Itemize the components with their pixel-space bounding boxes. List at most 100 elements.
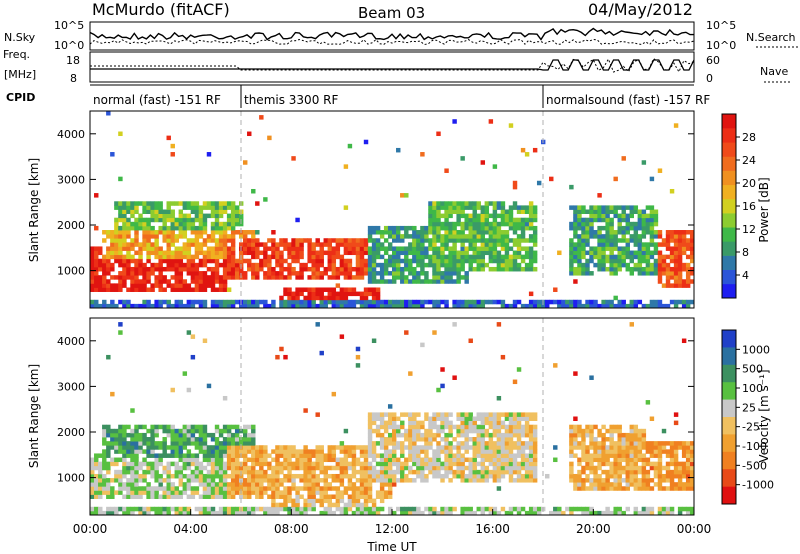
heatmap-cell bbox=[432, 506, 437, 512]
heatmap-cell bbox=[251, 482, 256, 487]
heatmap-cell bbox=[182, 201, 188, 206]
heatmap-cell bbox=[339, 238, 345, 243]
heatmap-cell bbox=[379, 432, 385, 438]
heatmap-cell bbox=[569, 246, 574, 251]
heatmap-cell bbox=[476, 234, 481, 239]
heatmap-cell bbox=[412, 441, 417, 446]
heatmap-cell bbox=[98, 482, 103, 487]
heatmap-cell bbox=[182, 205, 188, 210]
heatmap-cell bbox=[98, 287, 103, 292]
heatmap-cell bbox=[319, 445, 324, 450]
heatmap-cell bbox=[484, 445, 490, 450]
heatmap-cell bbox=[263, 490, 268, 495]
heatmap-cell bbox=[524, 441, 530, 446]
heatmap-cell bbox=[468, 258, 473, 264]
heatmap-cell bbox=[154, 469, 159, 475]
heatmap-cell bbox=[130, 242, 135, 247]
heatmap-cell bbox=[343, 502, 349, 508]
heatmap-cell bbox=[460, 266, 465, 272]
heatmap-cell bbox=[392, 441, 397, 446]
heatmap-cell bbox=[214, 457, 220, 463]
heatmap-cell bbox=[130, 209, 135, 214]
heatmap-cell bbox=[484, 457, 490, 463]
heatmap-cell bbox=[186, 217, 192, 223]
heatmap-cell bbox=[194, 262, 200, 268]
heatmap-cell bbox=[118, 131, 123, 137]
heatmap-cell bbox=[573, 428, 578, 434]
heatmap-cell bbox=[263, 445, 268, 450]
heatmap-cell bbox=[351, 287, 357, 292]
heatmap-cell bbox=[267, 506, 272, 512]
heatmap-cell bbox=[383, 412, 389, 417]
heatmap-cell bbox=[303, 465, 308, 471]
heatmap-cell bbox=[214, 266, 220, 272]
heatmap-cell bbox=[649, 441, 655, 446]
heatmap-cell bbox=[259, 299, 264, 305]
heatmap-cell bbox=[396, 506, 401, 512]
heatmap-cell bbox=[186, 478, 192, 483]
heatmap-cell bbox=[259, 506, 264, 512]
heatmap-cell bbox=[508, 254, 514, 260]
heatmap-cell bbox=[110, 287, 115, 292]
heatmap-cell bbox=[593, 246, 598, 251]
colorbar-swatch bbox=[722, 399, 736, 418]
colorbar-swatch bbox=[722, 434, 736, 453]
heatmap-cell bbox=[118, 478, 123, 483]
heatmap-cell bbox=[456, 266, 461, 272]
heatmap-cell bbox=[392, 457, 397, 463]
heatmap-cell bbox=[198, 258, 204, 264]
heatmap-cell bbox=[480, 428, 486, 434]
heatmap-cell bbox=[375, 299, 381, 305]
heatmap-cell bbox=[287, 469, 292, 475]
heatmap-cell bbox=[90, 461, 95, 467]
heatmap-cell bbox=[375, 424, 381, 430]
heatmap-cell bbox=[339, 506, 345, 512]
heatmap-cell bbox=[613, 230, 618, 235]
heatmap-cell bbox=[404, 461, 409, 467]
heatmap-cell bbox=[408, 271, 413, 276]
heatmap-cell bbox=[379, 457, 385, 463]
heatmap-cell bbox=[649, 266, 655, 272]
heatmap-cell bbox=[456, 254, 461, 260]
heatmap-cell bbox=[379, 420, 385, 426]
heatmap-cell bbox=[319, 457, 324, 463]
heatmap-cell bbox=[210, 209, 216, 214]
heatmap-cell bbox=[460, 441, 465, 446]
heatmap-cell bbox=[367, 291, 373, 297]
heatmap-cell bbox=[182, 473, 188, 479]
heatmap-cell bbox=[673, 299, 679, 305]
heatmap-cell bbox=[625, 221, 630, 227]
heatmap-cell bbox=[661, 303, 667, 309]
heatmap-cell bbox=[186, 465, 192, 471]
heatmap-cell bbox=[504, 234, 510, 239]
heatmap-cell bbox=[661, 266, 667, 272]
heatmap-cell bbox=[359, 299, 365, 305]
heatmap-cell bbox=[114, 510, 119, 516]
heatmap-cell bbox=[593, 262, 598, 268]
heatmap-cell bbox=[247, 131, 252, 137]
heatmap-cell bbox=[142, 221, 147, 227]
heatmap-cell bbox=[154, 238, 159, 243]
heatmap-cell bbox=[178, 217, 184, 223]
heatmap-cell bbox=[174, 217, 179, 223]
heatmap-cell bbox=[641, 213, 647, 219]
heatmap-cell bbox=[267, 303, 272, 309]
heatmap-cell bbox=[243, 510, 248, 516]
heatmap-cell bbox=[202, 254, 208, 260]
heatmap-cell bbox=[396, 416, 401, 421]
heatmap-cell bbox=[150, 441, 155, 446]
heatmap-cell bbox=[359, 478, 365, 483]
heatmap-cell bbox=[569, 465, 574, 471]
heatmap-cell bbox=[653, 453, 659, 458]
heatmap-cell bbox=[379, 461, 385, 467]
heatmap-cell bbox=[649, 465, 655, 471]
heatmap-cell bbox=[416, 275, 421, 280]
heatmap-cell bbox=[452, 461, 457, 467]
heatmap-cell bbox=[613, 486, 618, 491]
heatmap-cell bbox=[653, 271, 659, 276]
heatmap-cell bbox=[408, 246, 413, 251]
heatmap-cell bbox=[299, 494, 304, 499]
heatmap-cell bbox=[613, 478, 618, 483]
heatmap-cell bbox=[472, 428, 477, 434]
